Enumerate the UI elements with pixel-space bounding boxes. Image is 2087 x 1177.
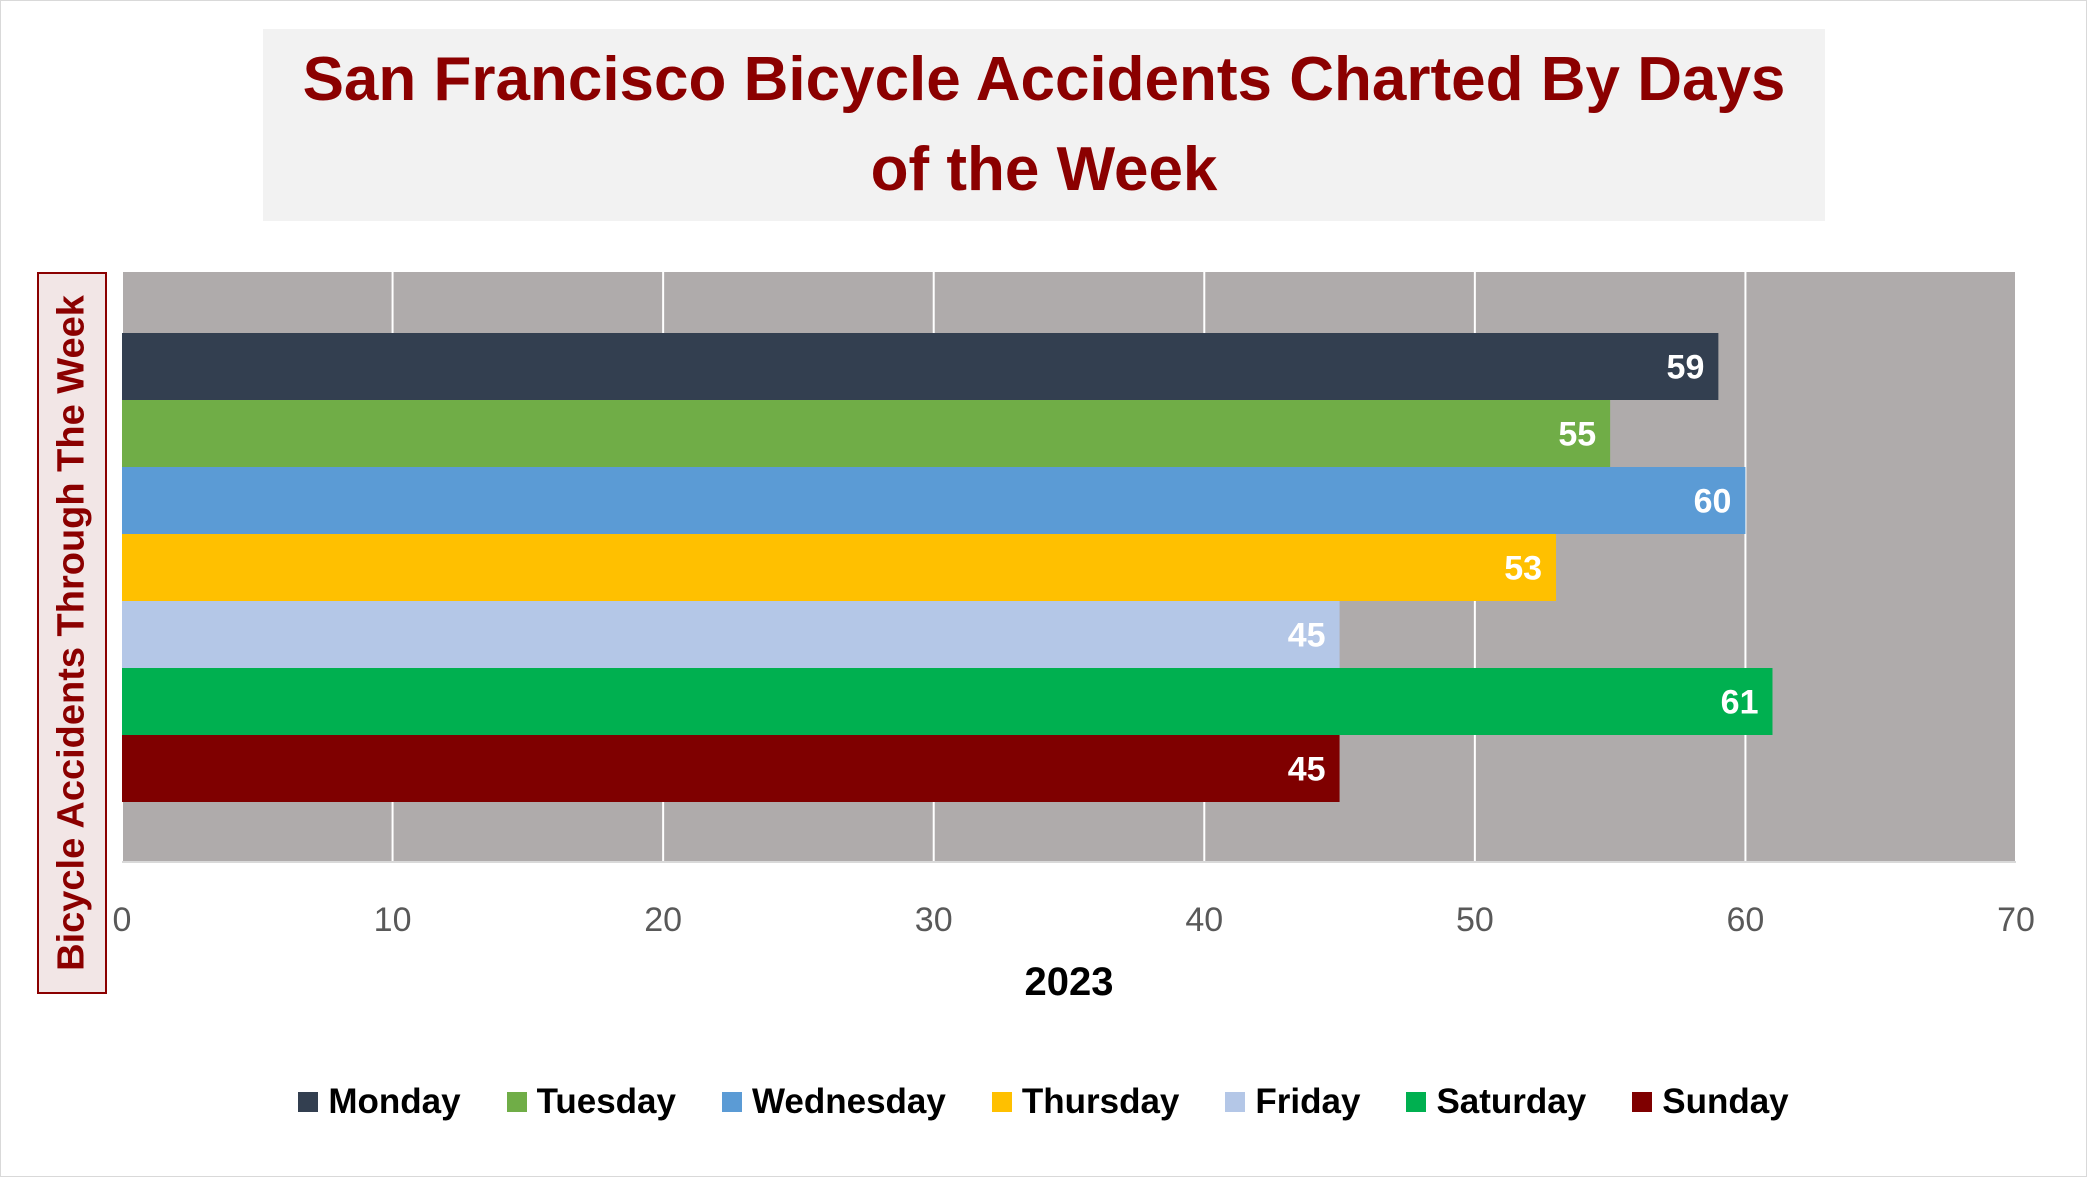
x-axis-label: 2023 — [1024, 960, 1114, 1004]
legend-item-monday: Monday — [298, 1082, 461, 1122]
legend-item-friday: Friday — [1225, 1082, 1360, 1122]
x-tick-label: 60 — [1727, 901, 1765, 939]
legend-item-saturday: Saturday — [1406, 1082, 1586, 1122]
y-axis-label-box: Bicycle Accidents Through The Week — [37, 272, 107, 994]
legend-swatch — [1406, 1092, 1427, 1112]
x-tick-label: 50 — [1456, 901, 1494, 939]
bar-sunday — [122, 735, 1340, 802]
data-label-wednesday: 60 — [1694, 483, 1732, 521]
legend-item-wednesday: Wednesday — [721, 1082, 946, 1122]
data-label-tuesday: 55 — [1558, 416, 1596, 454]
legend-label: Saturday — [1436, 1082, 1587, 1121]
legend-label: Thursday — [1021, 1082, 1180, 1121]
legend-swatch — [991, 1092, 1012, 1112]
bar-friday — [122, 601, 1340, 668]
legend-label: Tuesday — [536, 1082, 676, 1121]
bar-tuesday — [122, 400, 1611, 467]
data-label-friday: 45 — [1288, 617, 1326, 655]
data-label-sunday: 45 — [1288, 751, 1326, 789]
legend: Monday Tuesday Wednesday Thursday Friday Satu… — [0, 1082, 2087, 1122]
legend-swatch — [1632, 1092, 1653, 1112]
bar-monday — [122, 333, 1719, 400]
x-tick-label: 10 — [374, 901, 412, 939]
legend-label: Friday — [1255, 1082, 1361, 1121]
chart-title-box: San Francisco Bicycle Accidents Charted … — [263, 29, 1825, 221]
x-tick-label: 40 — [1185, 901, 1223, 939]
x-tick-label: 20 — [644, 901, 682, 939]
legend-label: Monday — [328, 1082, 461, 1121]
legend-item-tuesday: Tuesday — [506, 1082, 676, 1122]
data-label-monday: 59 — [1667, 349, 1705, 387]
bar-thursday — [122, 534, 1557, 601]
data-label-thursday: 53 — [1504, 550, 1542, 588]
x-tick-label: 0 — [113, 901, 132, 939]
legend-label: Sunday — [1662, 1082, 1789, 1121]
legend-label: Wednesday — [751, 1082, 946, 1121]
x-tick-label: 70 — [1997, 901, 2035, 939]
legend-swatch — [721, 1092, 742, 1112]
legend-item-thursday: Thursday — [991, 1082, 1180, 1122]
data-label-saturday: 61 — [1721, 684, 1759, 722]
x-tick-label: 30 — [915, 901, 953, 939]
bar-wednesday — [122, 467, 1746, 534]
legend-swatch — [506, 1092, 527, 1112]
legend-swatch — [298, 1092, 319, 1112]
legend-item-sunday: Sunday — [1632, 1082, 1789, 1122]
legend-swatch — [1225, 1092, 1246, 1112]
bar-saturday — [122, 668, 1773, 735]
chart-title: San Francisco Bicycle Accidents Charted … — [302, 45, 1786, 204]
